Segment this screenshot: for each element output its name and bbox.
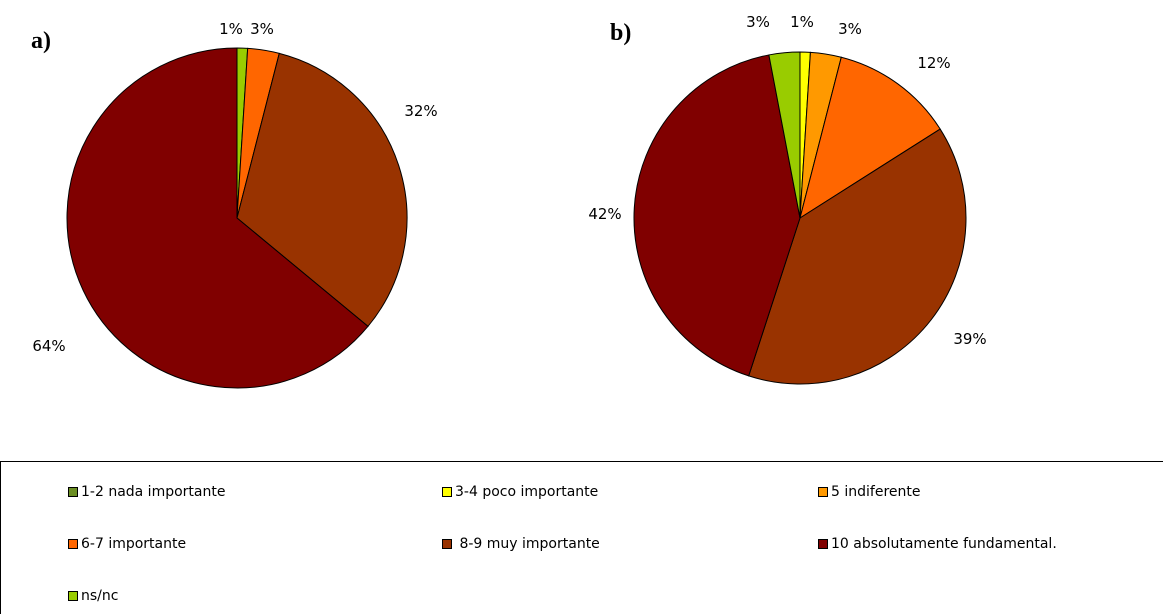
pie-slice (66, 47, 369, 389)
legend-label-6-7: 6-7 importante (81, 536, 187, 552)
slice-label: 3% (250, 20, 274, 38)
slice-label: 12% (917, 54, 950, 72)
pie-slice (799, 56, 941, 220)
legend-swatch-3-4 (442, 487, 452, 497)
legend-item-10: 10 absolutamente fundamental. (818, 536, 1057, 552)
legend-item-1-2: 1-2 nada importante (68, 484, 225, 500)
legend-swatch-nsnc (68, 591, 78, 601)
legend-label-1-2: 1-2 nada importante (81, 484, 226, 500)
legend-item-8-9: 8-9 muy importante (442, 536, 600, 552)
slice-label: 39% (953, 330, 986, 348)
slice-label: 3% (838, 20, 862, 38)
slice-label: 3% (746, 13, 770, 31)
legend-item-5: 5 indiferente (818, 484, 920, 500)
pie-slice (633, 54, 801, 377)
legend-swatch-8-9 (442, 539, 452, 549)
slice-label: 42% (588, 205, 621, 223)
legend-item-6-7: 6-7 importante (68, 536, 186, 552)
legend-item-nsnc: ns/nc (68, 588, 118, 604)
legend-swatch-1-2 (68, 487, 78, 497)
legend-label-5: 5 indiferente (831, 484, 921, 500)
legend-label-3-4: 3-4 poco importante (455, 484, 599, 500)
legend-swatch-5 (818, 487, 828, 497)
legend-label-10: 10 absolutamente fundamental. (831, 536, 1057, 552)
pie-slice (236, 52, 408, 328)
legend-item-3-4: 3-4 poco importante (442, 484, 598, 500)
pie-slice (748, 128, 967, 385)
pie-charts: 1% 3% 32% 64% 1% 3% 12% 39% 42% 3% (32, 13, 987, 389)
legend-swatch-10 (818, 539, 828, 549)
slice-label: 64% (32, 337, 65, 355)
slice-label: 1% (790, 13, 814, 31)
pie-chart-a: 1% 3% 32% 64% (32, 20, 438, 389)
pie-chart-b: 1% 3% 12% 39% 42% 3% (588, 13, 987, 385)
legend: 1-2 nada importante 3-4 poco importante … (0, 461, 1163, 614)
panel-label-b: b) (610, 20, 632, 46)
legend-label-nsnc: ns/nc (81, 588, 119, 604)
slice-label: 32% (404, 102, 437, 120)
slice-label: 1% (219, 20, 243, 38)
panel-label-a: a) (31, 28, 51, 54)
legend-swatch-6-7 (68, 539, 78, 549)
legend-label-8-9: 8-9 muy importante (455, 536, 600, 552)
pie-slice (768, 51, 801, 219)
